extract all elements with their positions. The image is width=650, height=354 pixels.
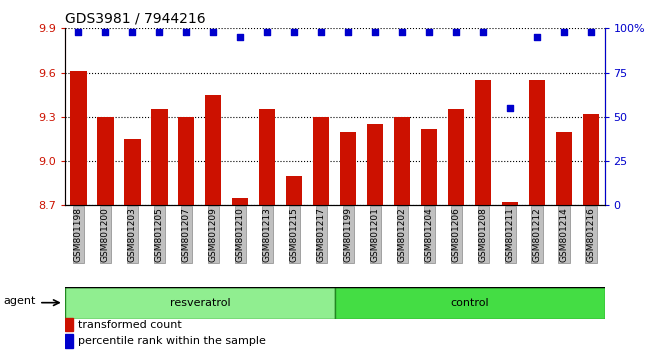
Bar [313, 117, 330, 205]
Text: transformed count: transformed count [78, 320, 182, 330]
Point [478, 29, 488, 35]
Text: GSM801212: GSM801212 [532, 207, 541, 262]
Bar [421, 129, 437, 205]
Point [397, 29, 408, 35]
Bar [98, 117, 114, 205]
Point [316, 29, 326, 35]
Point [343, 29, 354, 35]
Point [586, 29, 596, 35]
Bar [205, 95, 222, 205]
Point [181, 29, 192, 35]
Text: GSM801211: GSM801211 [506, 207, 515, 262]
Text: GSM801199: GSM801199 [344, 207, 353, 262]
Point [559, 29, 569, 35]
Text: GSM801203: GSM801203 [128, 207, 137, 262]
Point [424, 29, 434, 35]
Text: GSM801215: GSM801215 [290, 207, 299, 262]
Text: GSM801213: GSM801213 [263, 207, 272, 262]
Bar [367, 124, 383, 205]
Text: GSM801205: GSM801205 [155, 207, 164, 262]
Text: GSM801210: GSM801210 [236, 207, 245, 262]
Point [100, 29, 110, 35]
Bar [232, 198, 248, 205]
Text: GSM801216: GSM801216 [586, 207, 595, 262]
Text: control: control [450, 298, 489, 308]
Bar [65, 318, 73, 331]
Point [208, 29, 218, 35]
Bar [65, 334, 73, 348]
Bar [529, 80, 545, 205]
Point [262, 29, 272, 35]
Point [532, 34, 542, 40]
Bar [259, 109, 276, 205]
Point [154, 29, 164, 35]
Bar [394, 117, 410, 205]
Text: GSM801208: GSM801208 [478, 207, 488, 262]
FancyBboxPatch shape [65, 287, 335, 319]
Point [73, 29, 84, 35]
Bar [448, 109, 464, 205]
Bar [70, 71, 86, 205]
FancyBboxPatch shape [335, 287, 604, 319]
Text: GSM801209: GSM801209 [209, 207, 218, 262]
Bar [475, 80, 491, 205]
Text: agent: agent [3, 296, 36, 306]
Text: GSM801204: GSM801204 [424, 207, 434, 262]
Text: GSM801206: GSM801206 [452, 207, 461, 262]
Text: GSM801207: GSM801207 [182, 207, 191, 262]
Point [289, 29, 300, 35]
Bar [124, 139, 140, 205]
Point [127, 29, 138, 35]
Bar [286, 176, 302, 205]
Text: GDS3981 / 7944216: GDS3981 / 7944216 [65, 12, 205, 26]
Bar [340, 132, 356, 205]
Bar [178, 117, 194, 205]
Bar [151, 109, 168, 205]
Bar [556, 132, 572, 205]
Point [505, 105, 515, 111]
Text: GSM801201: GSM801201 [370, 207, 380, 262]
Point [451, 29, 462, 35]
Text: GSM801200: GSM801200 [101, 207, 110, 262]
Text: GSM801198: GSM801198 [74, 207, 83, 262]
Point [370, 29, 380, 35]
Bar [502, 202, 518, 205]
Text: GSM801214: GSM801214 [560, 207, 569, 262]
Point [235, 34, 246, 40]
Text: GSM801217: GSM801217 [317, 207, 326, 262]
Text: resveratrol: resveratrol [170, 298, 230, 308]
Text: percentile rank within the sample: percentile rank within the sample [78, 336, 266, 346]
Text: GSM801202: GSM801202 [398, 207, 407, 262]
Bar [583, 114, 599, 205]
